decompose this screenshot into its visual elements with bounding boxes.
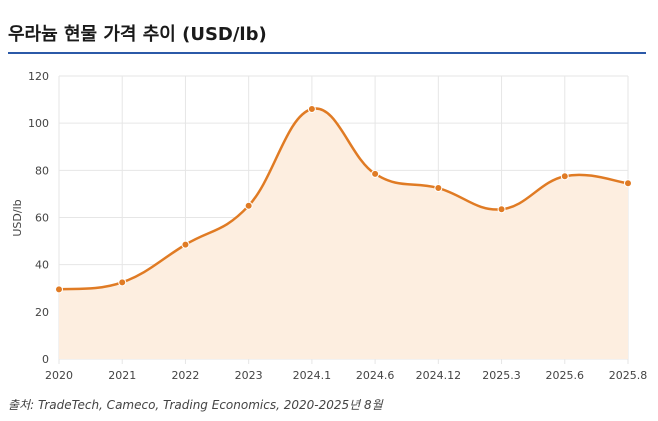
data-point	[497, 205, 506, 214]
price-line	[58, 107, 629, 291]
x-tick-label: 2021	[108, 369, 136, 382]
data-point	[434, 184, 443, 193]
data-point	[371, 169, 380, 178]
chart-title: 우라늄 현물 가격 추이 (USD/lb)	[8, 24, 267, 45]
y-tick-label: 40	[35, 259, 49, 272]
x-tick-label: 2024.6	[356, 369, 395, 382]
y-tick-label: 100	[28, 117, 49, 130]
data-point	[307, 105, 316, 114]
x-axis-ticks: 2020 2021 2022 2023 2024.1 2024.6 2024.12 2025.…	[45, 369, 647, 382]
y-tick-label: 60	[35, 212, 49, 225]
source-note: 출처: TradeTech, Cameco, Trading Economics…	[8, 398, 383, 412]
title-divider	[8, 52, 646, 54]
x-tick-label: 2024.12	[416, 369, 462, 382]
y-axis-ticks: 0 20 40 60 80 100 120	[28, 70, 49, 366]
x-tick-label: 2025.6	[546, 369, 585, 382]
y-tick-label: 80	[35, 164, 49, 177]
data-points	[55, 105, 632, 294]
data-point	[244, 201, 253, 210]
data-point	[181, 240, 190, 249]
data-point	[118, 278, 127, 287]
y-axis-title: USD/lb	[11, 199, 24, 236]
area-fill	[59, 108, 628, 359]
data-point	[55, 285, 63, 294]
y-tick-label: 120	[28, 70, 49, 83]
x-tick-label: 2023	[235, 369, 263, 382]
x-tick-label: 2025.3	[482, 369, 521, 382]
y-tick-label: 0	[42, 353, 49, 366]
x-tick-label: 2020	[45, 369, 73, 382]
x-tick-label: 2025.8	[609, 369, 648, 382]
x-tick-label: 2022	[171, 369, 199, 382]
data-point	[624, 179, 632, 188]
data-point	[560, 172, 569, 181]
x-tick-label: 2024.1	[293, 369, 332, 382]
y-tick-label: 20	[35, 306, 49, 319]
